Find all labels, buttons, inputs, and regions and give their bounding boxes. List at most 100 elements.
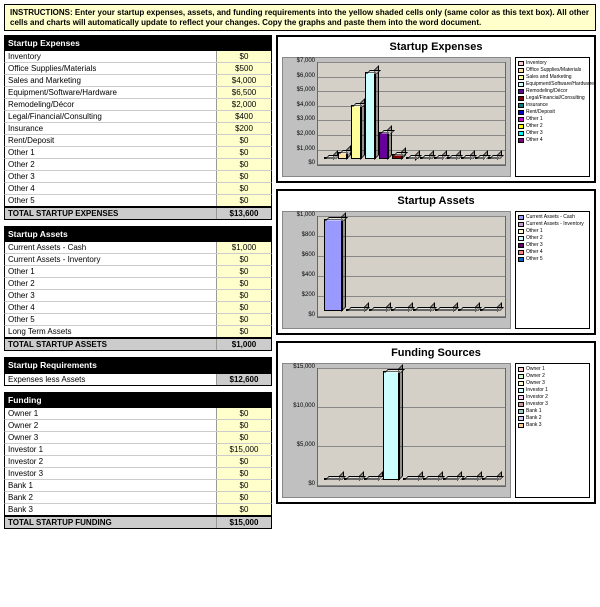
chart-expenses: Startup Expenses$7,000$6,000$5,000$4,000… <box>276 35 596 183</box>
row-label: Office Supplies/Materials <box>5 63 216 74</box>
row-value-cell[interactable]: $4,000 <box>216 75 271 86</box>
legend-swatch <box>518 229 524 234</box>
row-label: Other 5 <box>5 314 216 325</box>
expenses-section: Startup Expenses Inventory$0Office Suppl… <box>4 35 272 220</box>
legend-item: Sales and Marketing <box>518 74 587 80</box>
row-value-cell[interactable]: $0 <box>216 456 271 467</box>
row-value-cell[interactable]: $0 <box>216 135 271 146</box>
legend-label: Other 3 <box>526 130 543 136</box>
row-value-cell[interactable]: $200 <box>216 123 271 134</box>
legend-item: Other 1 <box>518 228 587 234</box>
row-value-cell[interactable]: $0 <box>216 468 271 479</box>
row-label: Other 1 <box>5 266 216 277</box>
chart-bar <box>482 478 499 480</box>
row-value-cell[interactable]: $0 <box>216 290 271 301</box>
row-value-cell[interactable]: $0 <box>216 171 271 182</box>
legend-swatch <box>518 103 524 108</box>
row-value-cell[interactable]: $0 <box>216 195 271 206</box>
legend-item: Owner 1 <box>518 366 587 372</box>
chart-bar <box>488 157 499 159</box>
legend-item: Current Assets - Cash <box>518 214 587 220</box>
row-value-cell[interactable]: $0 <box>216 302 271 313</box>
chart-bar <box>351 105 362 159</box>
row-value-cell[interactable]: $0 <box>216 504 271 515</box>
legend-swatch <box>518 367 524 372</box>
legend-swatch <box>518 409 524 414</box>
legend-item: Owner 2 <box>518 373 587 379</box>
row-value-cell[interactable]: $15,000 <box>216 444 271 455</box>
table-row: Other 1$0 <box>4 266 272 278</box>
chart-bar <box>435 309 454 311</box>
chart-bar <box>447 157 458 159</box>
row-value-cell[interactable]: $0 <box>216 266 271 277</box>
legend-label: Inventory <box>526 60 547 66</box>
legend-label: Investor 1 <box>526 387 548 393</box>
legend-swatch <box>518 243 524 248</box>
row-value-cell[interactable]: $0 <box>216 51 271 62</box>
row-value-cell[interactable]: $0 <box>216 147 271 158</box>
chart-bar <box>458 309 477 311</box>
row-label: Other 4 <box>5 183 216 194</box>
legend-item: Equipment/Software/Hardware <box>518 81 587 87</box>
row-label: Other 4 <box>5 302 216 313</box>
chart-plot-area: $7,000$6,000$5,000$4,000$3,000$2,000$1,0… <box>282 57 511 177</box>
row-value-cell[interactable]: $0 <box>216 326 271 337</box>
legend-swatch <box>518 402 524 407</box>
chart-bar <box>324 219 343 311</box>
table-row: Inventory$0 <box>4 51 272 63</box>
row-value-cell[interactable]: $1,000 <box>216 242 271 253</box>
row-value-cell[interactable]: $0 <box>216 408 271 419</box>
legend-item: Bank 3 <box>518 422 587 428</box>
legend-swatch <box>518 381 524 386</box>
row-value-cell[interactable]: $500 <box>216 63 271 74</box>
row-value-cell[interactable]: $2,000 <box>216 99 271 110</box>
row-value-cell[interactable]: $0 <box>216 492 271 503</box>
row-label: Investor 1 <box>5 444 216 455</box>
legend-label: Other 3 <box>526 242 543 248</box>
row-label: Other 1 <box>5 147 216 158</box>
row-value-cell[interactable]: $0 <box>216 480 271 491</box>
chart-bar <box>403 478 420 480</box>
row-value-cell[interactable]: $400 <box>216 111 271 122</box>
legend-label: Owner 1 <box>526 366 545 372</box>
table-row: Other 5$0 <box>4 314 272 326</box>
row-value-cell[interactable]: $0 <box>216 254 271 265</box>
chart-bar <box>475 157 486 159</box>
legend-item: Office Supplies/Materials <box>518 67 587 73</box>
left-column: Startup Expenses Inventory$0Office Suppl… <box>4 35 272 535</box>
row-label: Legal/Financial/Consulting <box>5 111 216 122</box>
chart-bar <box>423 478 440 480</box>
legend-item: Other 5 <box>518 256 587 262</box>
table-row: Investor 2$0 <box>4 456 272 468</box>
row-value-cell[interactable]: $0 <box>216 420 271 431</box>
y-tick: $400 <box>283 272 315 278</box>
row-label: Owner 3 <box>5 432 216 443</box>
expenses-total-value: $13,600 <box>216 208 271 219</box>
legend-swatch <box>518 236 524 241</box>
requirements-label: Expenses less Assets <box>5 374 216 385</box>
row-label: Other 2 <box>5 159 216 170</box>
row-value-cell[interactable]: $0 <box>216 278 271 289</box>
row-label: Long Term Assets <box>5 326 216 337</box>
table-row: Other 4$0 <box>4 183 272 195</box>
row-value-cell[interactable]: $0 <box>216 314 271 325</box>
legend-swatch <box>518 68 524 73</box>
row-value-cell[interactable]: $0 <box>216 159 271 170</box>
chart-bar <box>383 371 400 480</box>
legend-swatch <box>518 124 524 129</box>
row-value-cell[interactable]: $0 <box>216 183 271 194</box>
table-row: Investor 3$0 <box>4 468 272 480</box>
table-row: Office Supplies/Materials$500 <box>4 63 272 75</box>
legend-item: Other 1 <box>518 116 587 122</box>
legend-label: Investor 3 <box>526 401 548 407</box>
y-tick: $1,000 <box>283 146 315 152</box>
legend-swatch <box>518 96 524 101</box>
table-row: Legal/Financial/Consulting$400 <box>4 111 272 123</box>
row-label: Inventory <box>5 51 216 62</box>
row-value-cell[interactable]: $0 <box>216 432 271 443</box>
y-tick: $5,000 <box>283 87 315 93</box>
assets-total-value: $1,000 <box>216 339 271 350</box>
assets-rows: Current Assets - Cash$1,000Current Asset… <box>4 242 272 338</box>
row-value-cell[interactable]: $6,500 <box>216 87 271 98</box>
y-tick: $5,000 <box>283 442 315 448</box>
